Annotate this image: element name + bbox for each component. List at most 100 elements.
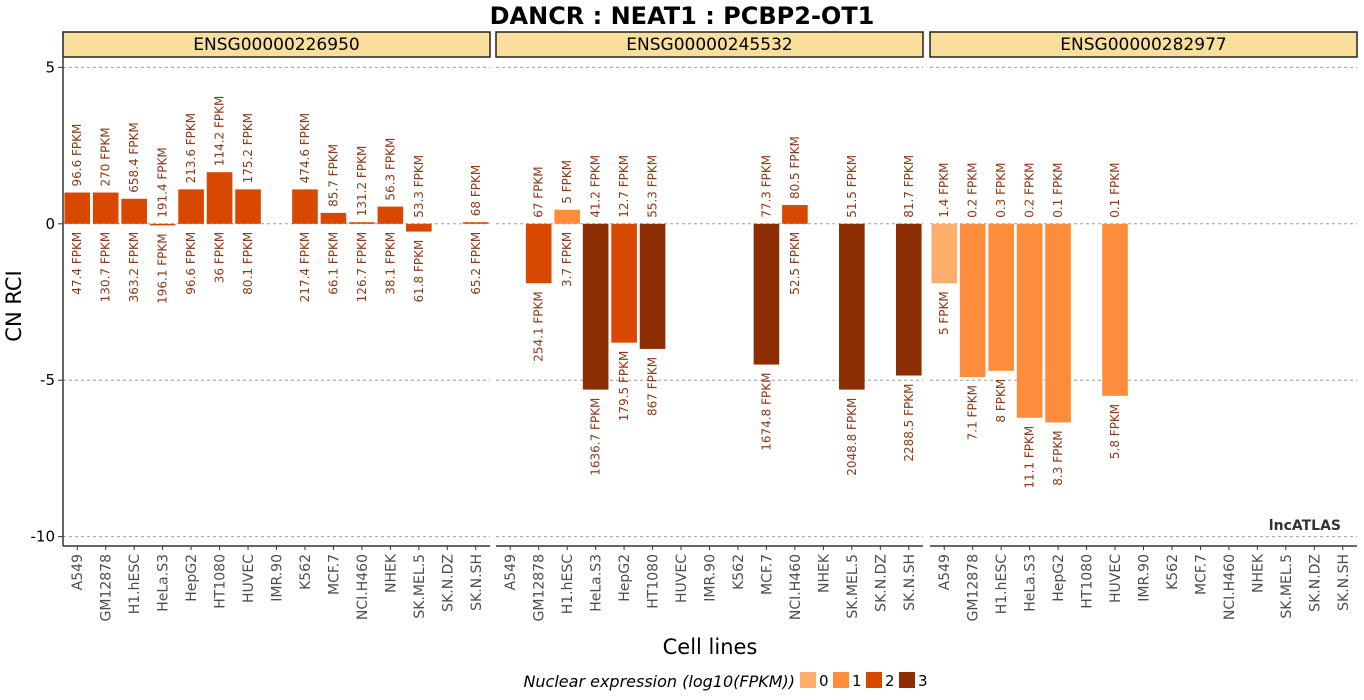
bar-label-bottom: 38.1 FPKM — [383, 232, 397, 295]
x-tick-label: NCI.H460 — [355, 554, 371, 620]
x-tick-label: H1.hESC — [560, 554, 576, 614]
x-tick-label: IMR.90 — [270, 554, 286, 602]
bar — [292, 189, 318, 224]
x-tick-label: SK.N.SH — [469, 554, 485, 611]
x-tick-label: NCI.H460 — [1222, 554, 1238, 620]
bar — [931, 223, 958, 284]
bar-label-top: 5 FPKM — [560, 160, 574, 204]
legend-swatch — [866, 672, 882, 688]
bar-label-top: 96.6 FPKM — [70, 124, 84, 187]
panel-strip — [495, 31, 924, 58]
x-tick-label: SK.N.DZ — [1307, 554, 1323, 612]
bar-label-top: 175.2 FPKM — [241, 113, 255, 184]
x-tick-label: NHEK — [383, 553, 399, 593]
bar-label-top: 0.3 FPKM — [994, 163, 1008, 218]
legend-swatch — [899, 672, 915, 688]
bar-label-bottom: 52.5 FPKM — [788, 232, 802, 295]
x-axis-title: Cell lines — [663, 635, 758, 659]
y-tick-label: -10 — [31, 528, 56, 546]
bar — [639, 223, 666, 349]
bar-label-bottom: 1636.7 FPKM — [589, 398, 603, 476]
bar-label-bottom: 7.1 FPKM — [966, 385, 980, 440]
x-tick-label: HUVEC — [674, 554, 690, 603]
bar — [895, 223, 922, 376]
bar-label-top: 81.7 FPKM — [902, 155, 916, 218]
legend-item-label: 2 — [885, 672, 895, 690]
bar-label-bottom: 2288.5 FPKM — [902, 384, 916, 462]
bar-label-top: 41.2 FPKM — [589, 155, 603, 218]
bar — [377, 206, 404, 224]
x-tick-label: HeLa.S3 — [156, 554, 172, 612]
bar — [1016, 223, 1043, 418]
bar-label-bottom: 47.4 FPKM — [70, 232, 84, 295]
panels: ENSG00000226950 A549 96.6 FPKM 47.4 FPKM GM1… — [62, 31, 1358, 621]
bar-label-bottom: 36 FPKM — [213, 232, 227, 283]
x-tick-label: NHEK — [816, 553, 832, 593]
bar — [525, 223, 552, 284]
legend-item-label: 1 — [852, 672, 862, 690]
bar-label-top: 51.5 FPKM — [845, 155, 859, 218]
x-tick-label: MCF.7 — [326, 554, 342, 595]
bar — [178, 189, 204, 224]
x-tick-label: A549 — [937, 554, 953, 590]
bar-label-top: 1.4 FPKM — [937, 163, 951, 218]
x-tick-label: IMR.90 — [703, 554, 719, 602]
panel-strip — [62, 31, 491, 58]
x-tick-label: SK.MEL.5 — [1279, 554, 1295, 619]
bar-label-bottom: 61.8 FPKM — [412, 240, 426, 303]
bar — [320, 212, 347, 224]
bar-label-bottom: 65.2 FPKM — [469, 232, 483, 295]
legend-swatch — [800, 672, 816, 688]
bar-label-top: 56.3 FPKM — [383, 138, 397, 201]
y-tick-label: 5 — [45, 58, 55, 76]
x-tick-label: K562 — [731, 554, 747, 590]
bar-label-bottom: 363.2 FPKM — [127, 232, 141, 303]
bar — [206, 172, 233, 224]
y-axis-title: CN RCI — [2, 270, 26, 341]
bar — [235, 189, 261, 224]
bar — [349, 222, 375, 224]
x-tick-label: GM12878 — [99, 554, 115, 621]
bar-label-top: 658.4 FPKM — [127, 122, 141, 193]
x-tick-label: HeLa.S3 — [1023, 554, 1039, 612]
x-tick-label: SK.N.DZ — [440, 554, 456, 612]
x-tick-label: MCF.7 — [759, 554, 775, 595]
x-tick-label: K562 — [1165, 554, 1181, 590]
legend: Nuclear expression (log10(FPKM)) 0 1 2 3 — [523, 672, 928, 691]
bar-label-bottom: 196.1 FPKM — [156, 233, 170, 304]
chart-title: DANCR : NEAT1 : PCBP2-OT1 — [490, 2, 875, 30]
bar — [582, 223, 609, 390]
x-tick-label: SK.N.SH — [902, 554, 918, 611]
bar-label-top: 12.7 FPKM — [617, 155, 631, 218]
panel-strip-label: ENSG00000282977 — [1060, 35, 1226, 55]
legend-item-label: 3 — [918, 672, 928, 690]
bar — [406, 223, 432, 232]
x-tick-label: H1.hESC — [127, 554, 143, 614]
x-tick-label: HUVEC — [241, 554, 257, 603]
x-tick-label: HepG2 — [617, 554, 633, 602]
bar-label-bottom: 96.6 FPKM — [184, 232, 198, 295]
panel-strip-label: ENSG00000245532 — [626, 35, 792, 55]
panel-strip — [929, 31, 1358, 58]
y-tick-label: -5 — [40, 371, 55, 389]
bar-label-bottom: 66.1 FPKM — [326, 232, 340, 295]
x-tick-label: HT1080 — [1080, 554, 1096, 609]
bar-label-top: 85.7 FPKM — [326, 144, 340, 207]
x-tick-label: A549 — [70, 554, 86, 590]
bar — [839, 223, 865, 390]
bar-label-bottom: 126.7 FPKM — [355, 232, 369, 303]
bar-label-bottom: 254.1 FPKM — [532, 291, 546, 362]
x-tick-label: SK.N.SH — [1336, 554, 1352, 611]
x-tick-label: HepG2 — [1051, 554, 1067, 602]
x-tick-label: K562 — [298, 554, 314, 590]
legend-title: Nuclear expression (log10(FPKM)) — [523, 672, 795, 691]
bar-label-top: 55.3 FPKM — [646, 155, 660, 218]
bar-label-bottom: 130.7 FPKM — [99, 232, 113, 303]
bar-label-bottom: 867 FPKM — [646, 357, 660, 416]
x-tick-label: HepG2 — [184, 554, 200, 602]
bar-label-bottom: 8 FPKM — [994, 379, 1008, 423]
bar-label-bottom: 3.7 FPKM — [560, 232, 574, 287]
x-tick-label: NCI.H460 — [788, 554, 804, 620]
bar — [554, 209, 580, 224]
bar-label-bottom: 179.5 FPKM — [617, 351, 631, 422]
